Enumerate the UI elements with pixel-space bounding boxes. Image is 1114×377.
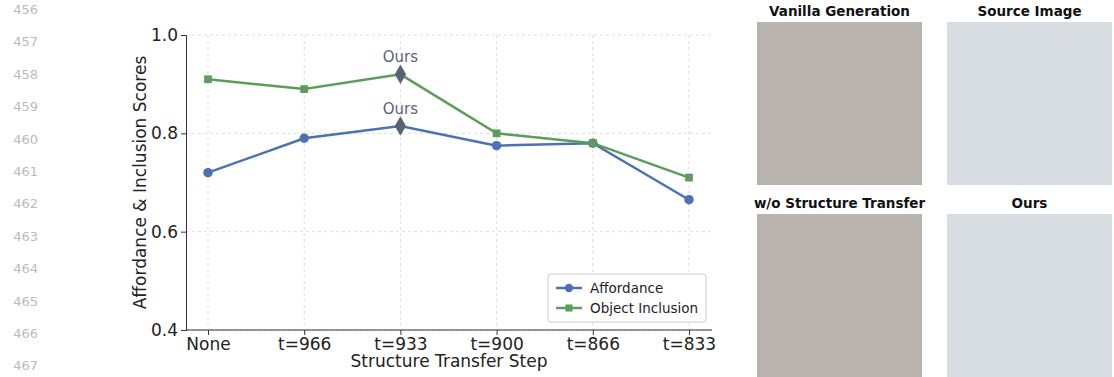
image-caption: Source Image (977, 3, 1081, 19)
plot-area (203, 65, 693, 205)
highlight-marker (395, 116, 406, 136)
image-placeholder (947, 22, 1112, 185)
highlight-marker (395, 65, 406, 85)
legend: Affordance Object Inclusion (548, 274, 706, 322)
image-caption: w/o Structure Transfer (754, 195, 926, 211)
grid-line (304, 35, 305, 330)
grid-line (496, 35, 497, 330)
line-number: 465 (13, 294, 38, 309)
legend-marker (565, 284, 573, 292)
grid-line (186, 133, 712, 134)
line-number: 460 (13, 132, 38, 147)
y-tick: 1.0 (151, 25, 186, 45)
series-line (208, 74, 689, 177)
tick-mark (181, 133, 186, 134)
image-placeholder (757, 22, 922, 185)
grid-line (186, 330, 712, 331)
tick-label: t=966 (278, 334, 331, 354)
grid (186, 35, 712, 330)
line-number: 467 (13, 358, 38, 373)
tick-label: None (186, 334, 230, 354)
line-number: 457 (13, 34, 38, 49)
x-tick: t=866 (567, 330, 620, 354)
y-axis: 0.4 0.6 0.8 1.0 (151, 25, 187, 340)
grid-line (186, 231, 712, 232)
line-number: 456 (13, 2, 38, 17)
marker (203, 168, 212, 177)
grid-line (186, 35, 712, 36)
image-placeholder (947, 214, 1112, 377)
annotation: Ours (383, 100, 418, 118)
axis-line (186, 330, 712, 331)
figure: 4564574584594604614624634644654664670.40… (0, 0, 1114, 377)
image-caption: Vanilla Generation (769, 3, 910, 19)
image-panels: Vanilla Generation Source Image w/o Struct… (754, 3, 1112, 377)
line-number: 459 (13, 99, 38, 114)
x-tick: t=833 (663, 330, 716, 354)
x-tick: None (186, 330, 230, 354)
legend-label: Affordance (590, 280, 663, 296)
marker (299, 134, 308, 143)
tick-label: 0.4 (151, 320, 178, 340)
marker (684, 195, 693, 204)
annotation: Ours (383, 48, 418, 66)
x-axis-label: Structure Transfer Step (351, 351, 548, 371)
line-number: 462 (13, 196, 38, 211)
series-line (208, 126, 689, 200)
axis-line (181, 36, 187, 331)
legend-marker (565, 304, 572, 311)
tick-label: t=833 (663, 334, 716, 354)
tick-label: 1.0 (151, 25, 178, 45)
line-number: 466 (13, 326, 38, 341)
tick-label: 0.6 (151, 222, 178, 242)
line-number: 463 (13, 229, 38, 244)
line-number: 464 (13, 261, 38, 276)
tick-label: t=866 (567, 334, 620, 354)
image-placeholder (757, 214, 922, 377)
y-tick: 0.8 (151, 123, 186, 143)
y-tick: 0.4 (151, 320, 186, 340)
line-number: 461 (13, 164, 38, 179)
tick-mark (181, 232, 186, 233)
legend-label: Object Inclusion (590, 300, 698, 316)
x-tick: t=966 (278, 330, 331, 354)
tick-mark (181, 35, 186, 36)
y-axis-label: Affordance & Inclusion Scores (130, 56, 150, 310)
marker (493, 129, 501, 137)
marker (589, 139, 597, 147)
tick-label: 0.8 (151, 123, 178, 143)
marker (492, 141, 501, 150)
marker (204, 75, 212, 83)
line-number: 458 (13, 67, 38, 82)
tick-mark (181, 330, 186, 331)
line-numbers: 456 457 458 459 460 461 462 463 464 465 466 467 (13, 2, 38, 373)
legend-box (548, 274, 706, 322)
y-tick: 0.6 (151, 222, 186, 242)
marker (685, 174, 693, 182)
marker (588, 138, 597, 147)
marker (300, 85, 308, 93)
image-caption: Ours (1012, 195, 1048, 211)
